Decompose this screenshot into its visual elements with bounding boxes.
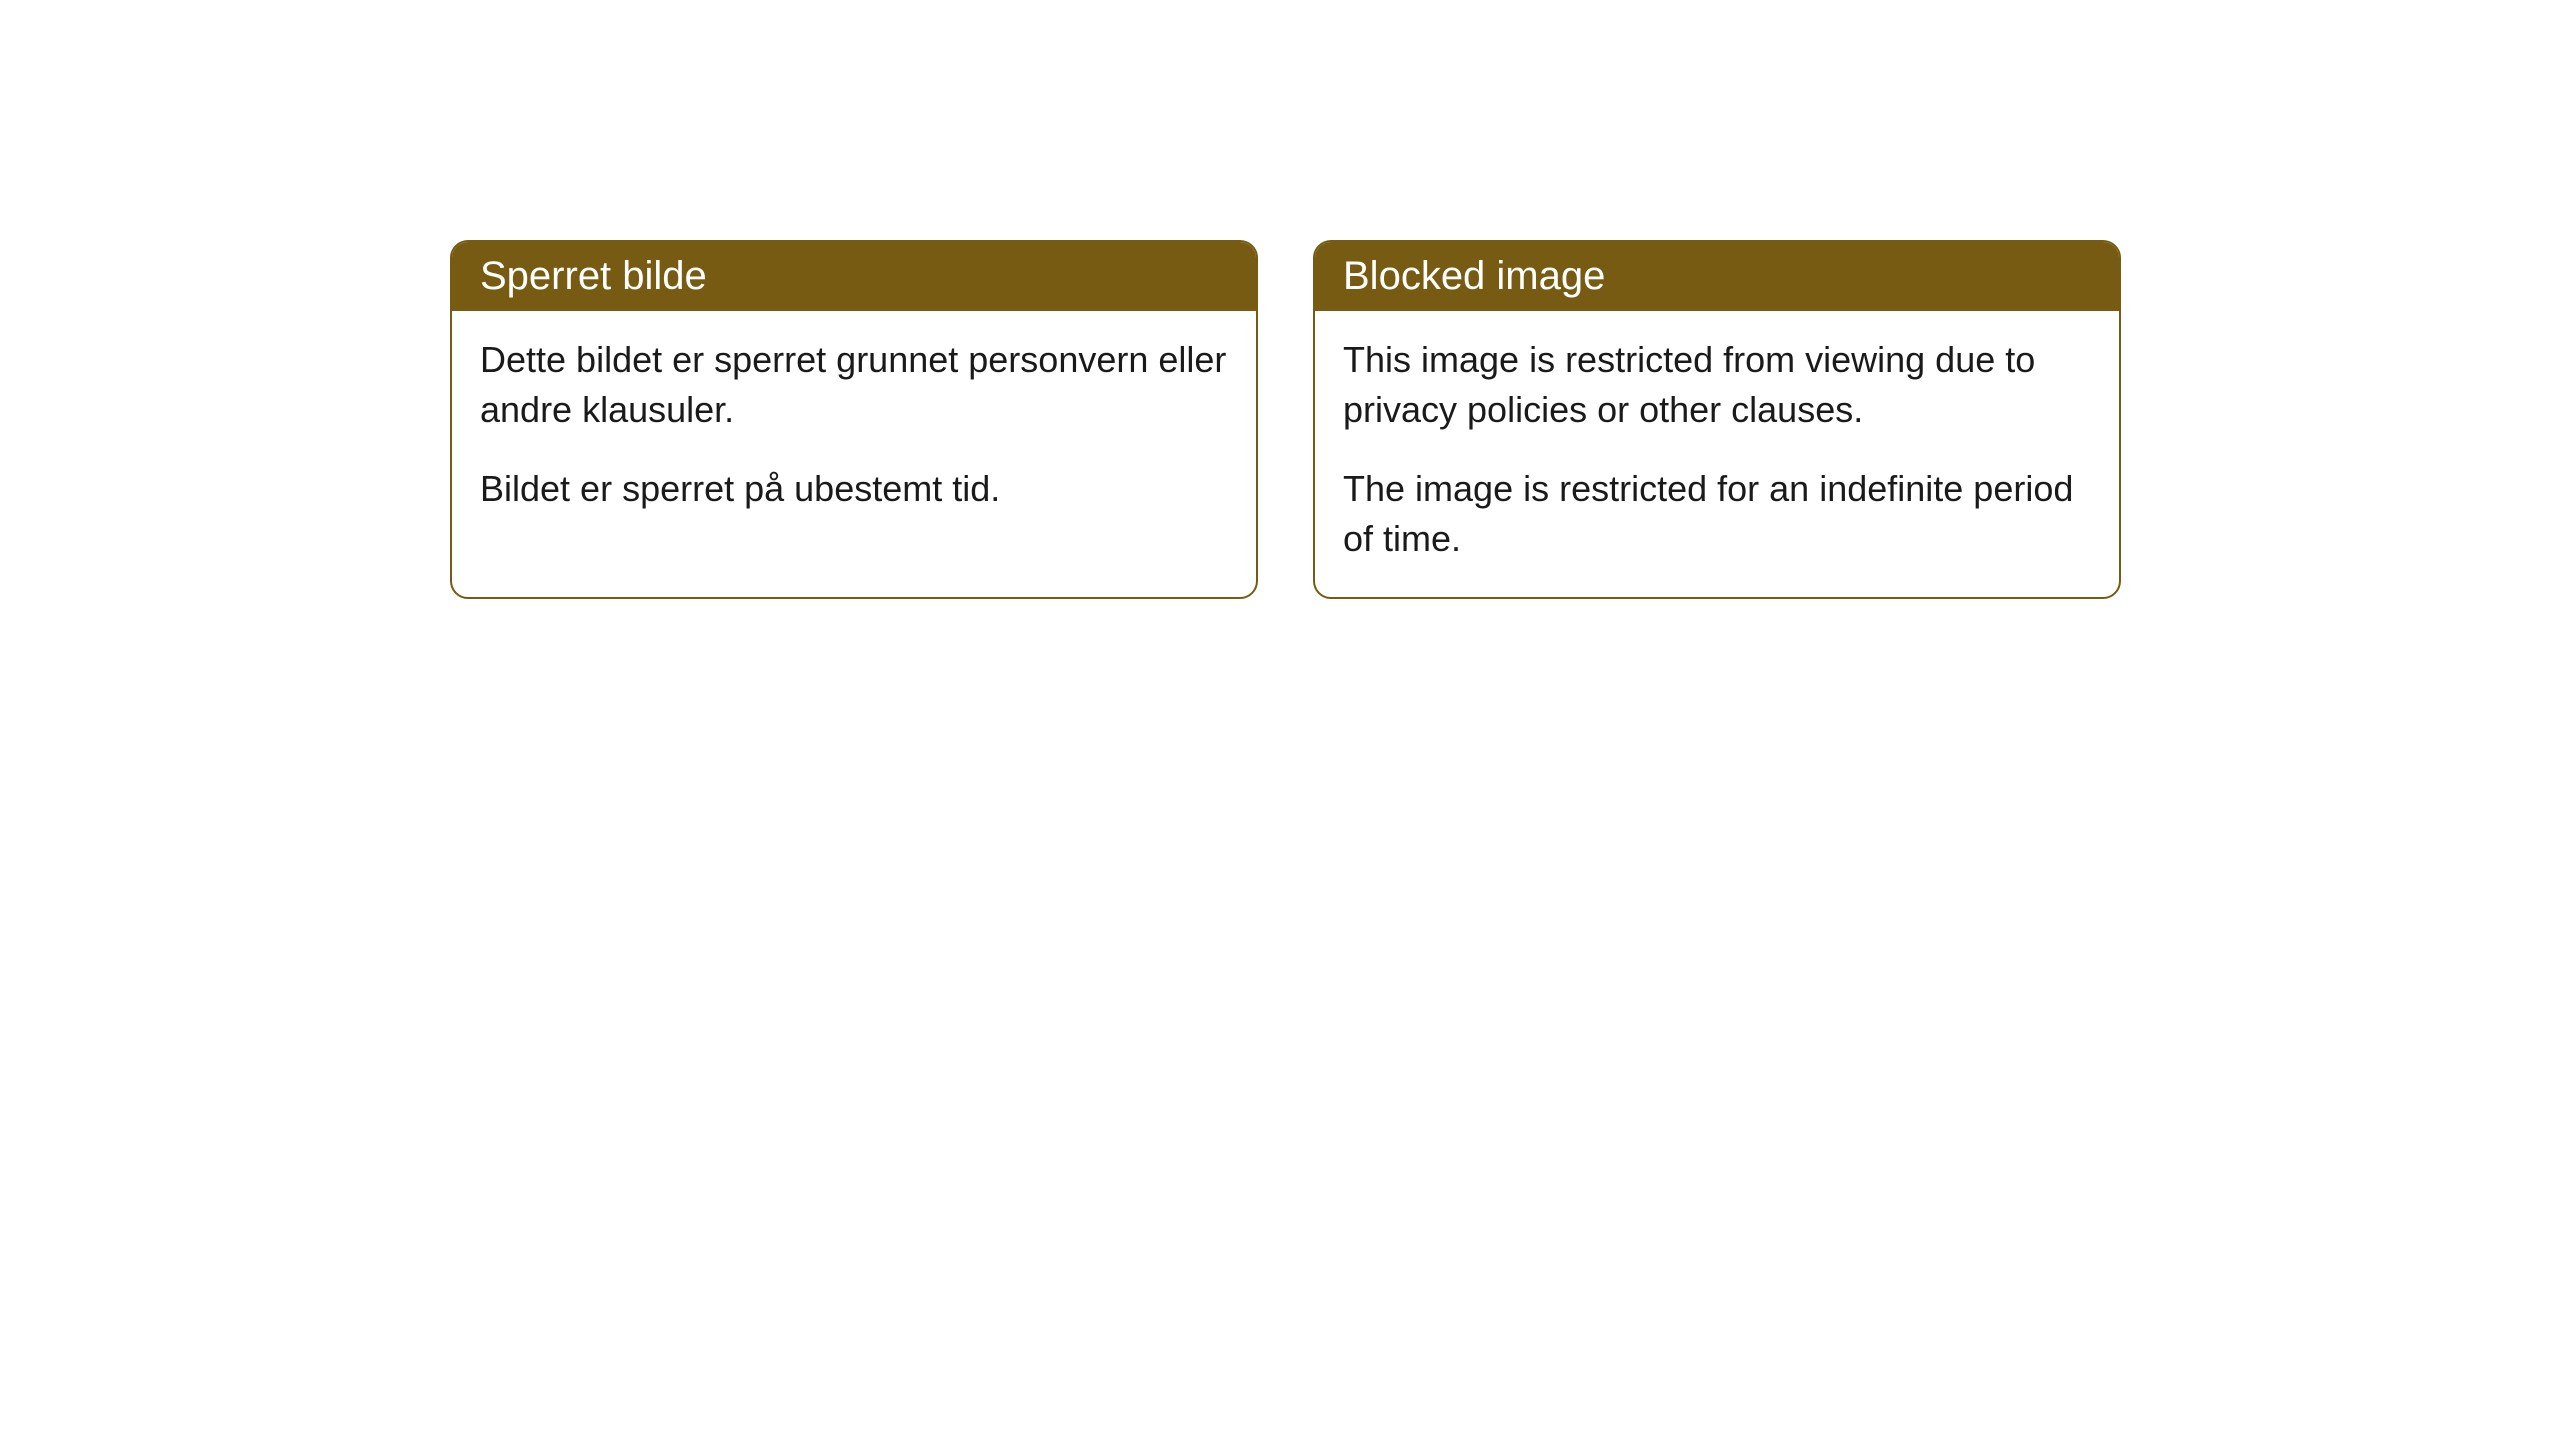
- notice-body: Dette bildet er sperret grunnet personve…: [452, 311, 1256, 546]
- notice-paragraph: This image is restricted from viewing du…: [1343, 335, 2091, 436]
- notice-paragraph: Dette bildet er sperret grunnet personve…: [480, 335, 1228, 436]
- notice-paragraph: The image is restricted for an indefinit…: [1343, 464, 2091, 565]
- notice-header: Sperret bilde: [452, 242, 1256, 311]
- notice-header: Blocked image: [1315, 242, 2119, 311]
- notice-card-english: Blocked image This image is restricted f…: [1313, 240, 2121, 599]
- notice-paragraph: Bildet er sperret på ubestemt tid.: [480, 464, 1228, 514]
- notice-container: Sperret bilde Dette bildet er sperret gr…: [450, 240, 2121, 599]
- notice-body: This image is restricted from viewing du…: [1315, 311, 2119, 597]
- notice-card-norwegian: Sperret bilde Dette bildet er sperret gr…: [450, 240, 1258, 599]
